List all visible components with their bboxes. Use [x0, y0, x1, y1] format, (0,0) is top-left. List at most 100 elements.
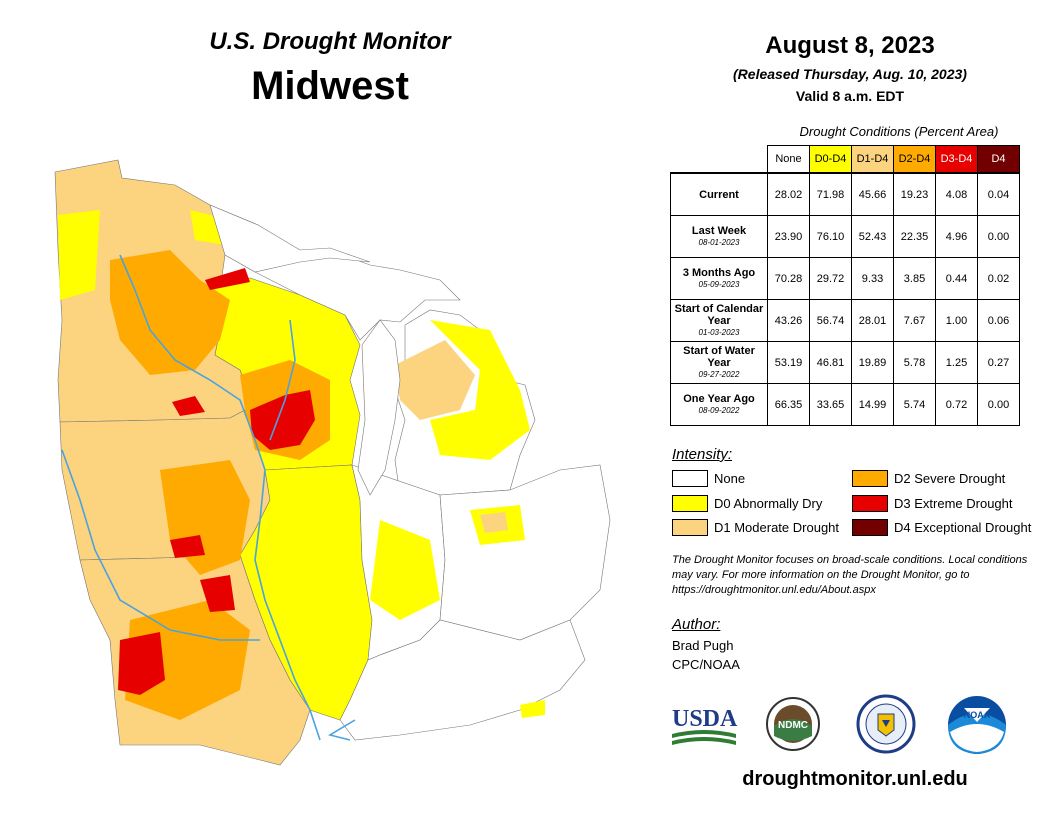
- legend-swatch: [852, 495, 888, 512]
- table-cell: 29.72: [809, 257, 852, 300]
- release-date: (Released Thursday, Aug. 10, 2023): [733, 66, 967, 82]
- table-cell: 28.02: [767, 172, 810, 216]
- row-label-text: One Year Ago: [683, 392, 755, 405]
- table-row: Last Week 08-01-2023 23.90 76.10 52.43 22.35 4…: [670, 215, 1020, 258]
- legend-item-d3: D3 Extreme Drought: [852, 495, 1013, 512]
- row-label: Current: [670, 172, 768, 216]
- legend-item-d4: D4 Exceptional Drought: [852, 519, 1031, 536]
- legend-item-d2: D2 Severe Drought: [852, 470, 1005, 487]
- usda-logo-icon: USDA: [672, 706, 738, 745]
- table-cell: 5.78: [893, 341, 936, 384]
- table-cell: 0.04: [977, 172, 1020, 216]
- table-cell: 7.67: [893, 299, 936, 342]
- legend-label: D2 Severe Drought: [894, 471, 1006, 486]
- table-cell: 19.89: [851, 341, 894, 384]
- legend-title: Intensity:: [672, 446, 733, 463]
- table-cell: 4.96: [935, 215, 978, 258]
- table-cell: 0.00: [977, 383, 1020, 426]
- rivers: [61, 254, 356, 741]
- table-cell: 14.99: [851, 383, 894, 426]
- author-organization: CPC/NOAA: [672, 657, 740, 672]
- legend-item-d1: D1 Moderate Drought: [672, 519, 839, 536]
- d3-iowa: [170, 535, 205, 558]
- table-cell: 3.85: [893, 257, 936, 300]
- table-cell: 0.02: [977, 257, 1020, 300]
- d1-ohio-patch: [480, 512, 508, 533]
- legend-label: D3 Extreme Drought: [894, 496, 1013, 511]
- row-label: Start of Calendar Year 01-03-2023: [670, 299, 768, 342]
- row-date: 09-27-2022: [698, 369, 740, 379]
- river-mississippi: [119, 254, 321, 741]
- d1-michigan: [395, 340, 475, 420]
- d3-missouri-sw: [118, 632, 165, 695]
- row-label-text: Last Week: [691, 224, 747, 237]
- website-link[interactable]: droughtmonitor.unl.edu: [742, 768, 968, 790]
- author-name: Brad Pugh: [672, 638, 734, 653]
- row-label-text: Start of Calendar Year: [674, 302, 764, 327]
- legend-label: None: [714, 471, 746, 486]
- table-row: 3 Months Ago 05-09-2023 70.28 29.72 9.33 3.85…: [670, 257, 1020, 300]
- drought-conditions-table: None D0-D4 D1-D4 D2-D4 D3-D4 D4 Current 2…: [670, 145, 1020, 426]
- table-cell: 1.00: [935, 299, 978, 342]
- row-date: 08-01-2023: [698, 237, 740, 247]
- usda-logo-text: USDA: [672, 706, 738, 732]
- lake-michigan: [357, 319, 401, 496]
- row-label: Last Week 08-01-2023: [670, 215, 768, 258]
- map-region-title: Midwest: [251, 64, 409, 108]
- column-header: D2-D4: [893, 145, 936, 174]
- river-ohio: [327, 719, 356, 741]
- table-cell: 66.35: [767, 383, 810, 426]
- legend-swatch: [672, 495, 708, 512]
- ndmc-logo-text: NDMC: [778, 720, 808, 731]
- d2-minnesota: [110, 250, 230, 375]
- table-cell: 28.01: [851, 299, 894, 342]
- table-row: Start of Calendar Year 01-03-2023 43.26 56.…: [670, 299, 1020, 342]
- table-cell: 71.98: [809, 172, 852, 216]
- legend-item-none: None: [672, 470, 745, 487]
- river-missouri: [61, 449, 260, 641]
- legend-swatch: [672, 470, 708, 487]
- disclaimer-note: The Drought Monitor focuses on broad-sca…: [672, 554, 1028, 596]
- table-cell: 0.44: [935, 257, 978, 300]
- table-cell: 53.19: [767, 341, 810, 384]
- noaa-logo-icon: NOAA: [948, 696, 1006, 754]
- table-caption: Drought Conditions (Percent Area): [799, 124, 999, 139]
- table-row: Current 28.02 71.98 45.66 19.23 4.08 0.04: [670, 172, 1020, 216]
- d0-michigan: [430, 320, 530, 460]
- row-date: 08-09-2022: [698, 405, 740, 415]
- row-label: 3 Months Ago 05-09-2023: [670, 257, 768, 300]
- row-date: 05-09-2023: [698, 279, 740, 289]
- table-row: Start of Water Year 09-27-2022 53.19 46.81 1…: [670, 341, 1020, 384]
- author-heading: Author:: [672, 616, 721, 633]
- d0-indiana: [370, 520, 440, 620]
- row-date: 01-03-2023: [698, 327, 740, 337]
- table-cell: 56.74: [809, 299, 852, 342]
- legend-label: D1 Moderate Drought: [714, 520, 840, 535]
- legend-swatch: [852, 519, 888, 536]
- lake-superior: [209, 204, 371, 273]
- table-cell: 9.33: [851, 257, 894, 300]
- row-label-text: Start of Water Year: [683, 344, 755, 369]
- map-title: U.S. Drought Monitor: [209, 28, 451, 55]
- valid-time: Valid 8 a.m. EDT: [795, 88, 905, 104]
- river-wisconsin: [269, 319, 296, 441]
- d0-minnesota-nw: [58, 210, 100, 300]
- table-cell: 43.26: [767, 299, 810, 342]
- table-cell: 23.90: [767, 215, 810, 258]
- table-cell: 45.66: [851, 172, 894, 216]
- column-header: D0-D4: [809, 145, 852, 174]
- column-header: D4: [977, 145, 1020, 174]
- drought-overlays: [58, 210, 545, 720]
- state-kentucky: [339, 619, 586, 741]
- table-cell: 4.08: [935, 172, 978, 216]
- drought-map: [54, 159, 611, 766]
- d3-wisconsin: [250, 390, 315, 450]
- d3-minnesota-duluth: [205, 268, 250, 290]
- d3-missouri-ne: [200, 575, 235, 612]
- table-header-row: None D0-D4 D1-D4 D2-D4 D3-D4 D4: [671, 145, 1020, 174]
- ndmc-logo-icon: NDMC: [766, 697, 820, 751]
- column-header: None: [767, 145, 810, 174]
- table-cell: 22.35: [893, 215, 936, 258]
- doc-seal-icon: [856, 694, 916, 754]
- table-cell: 33.65: [809, 383, 852, 426]
